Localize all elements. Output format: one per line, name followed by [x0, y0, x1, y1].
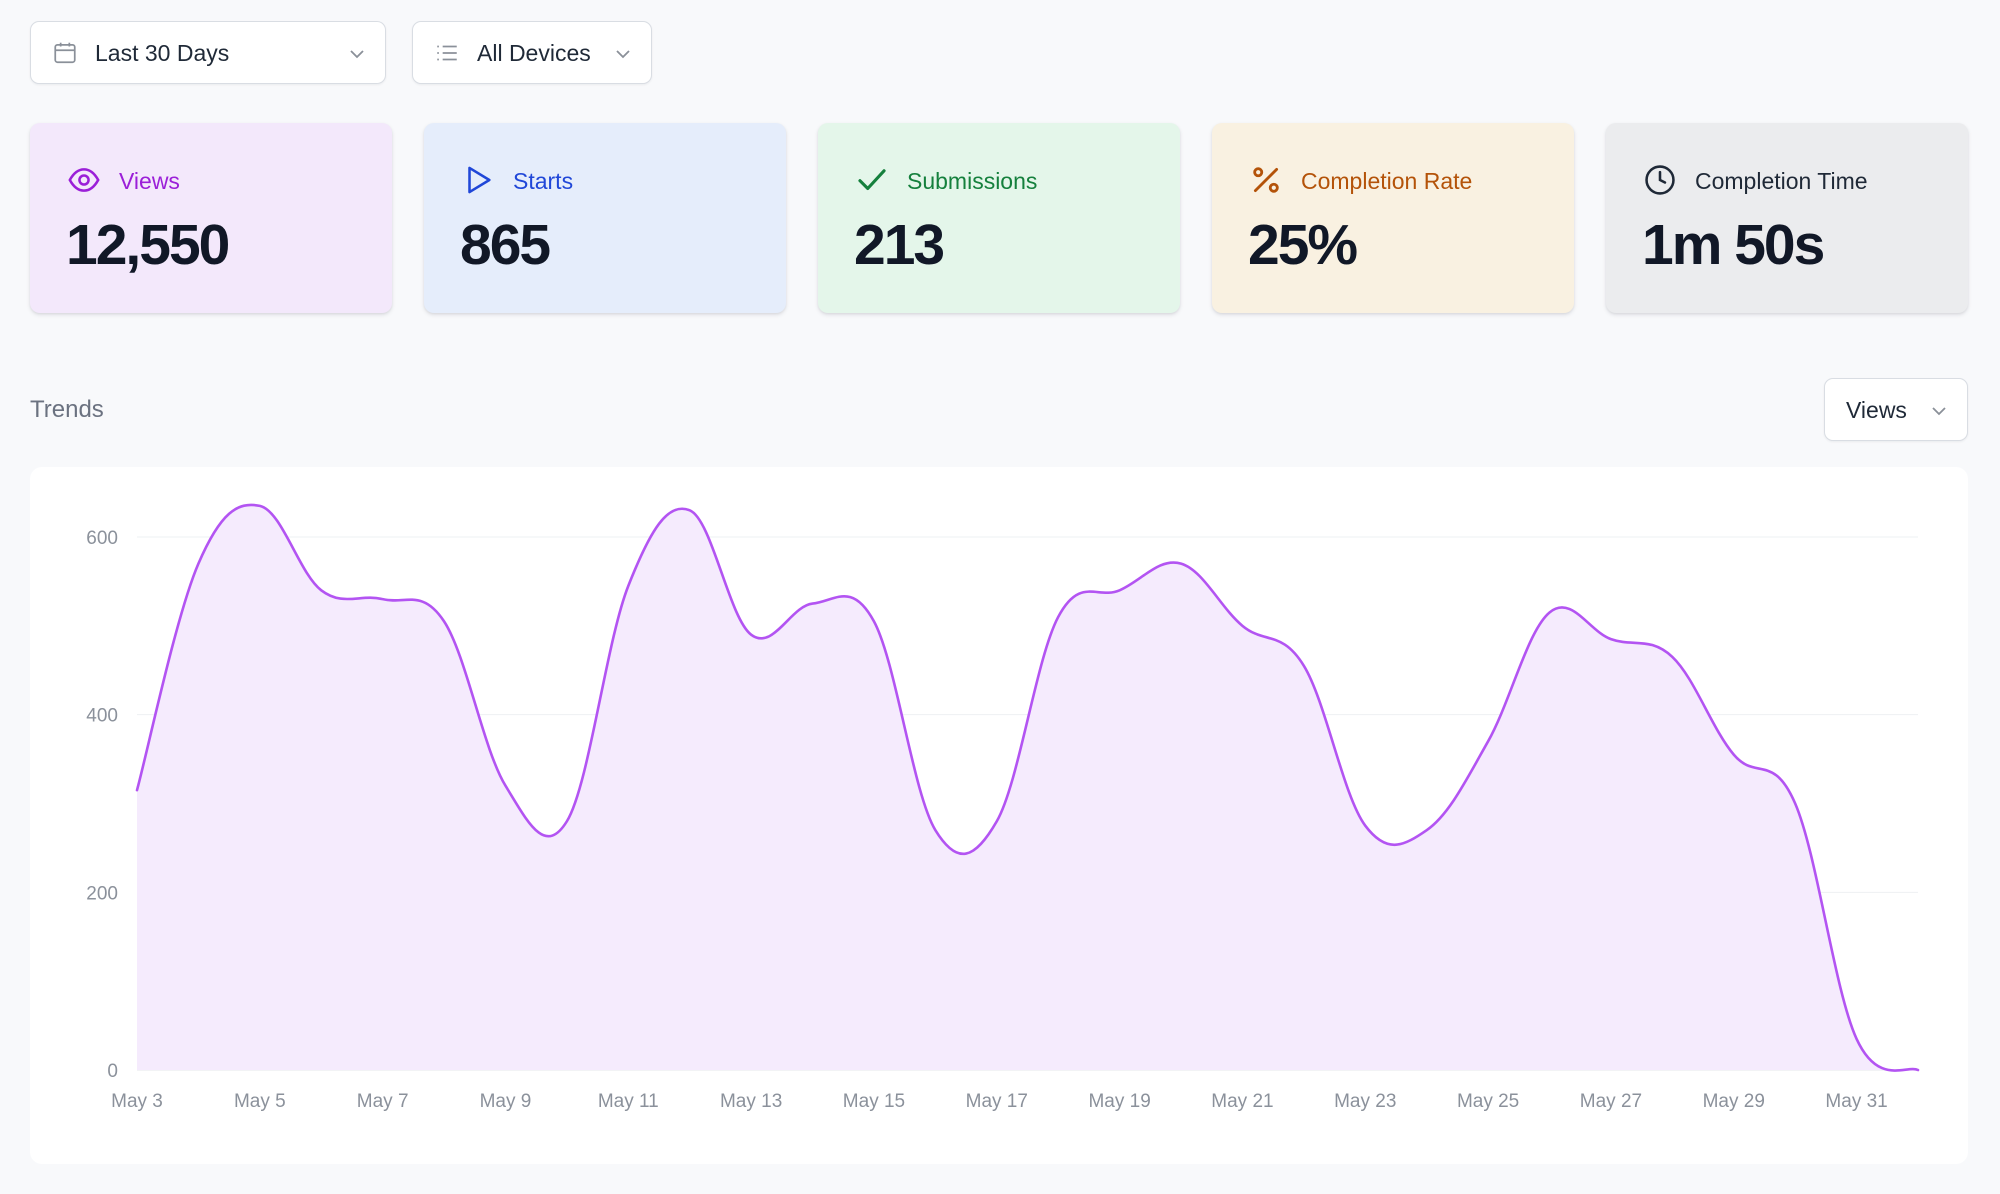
x-tick-label: May 25	[1457, 1091, 1519, 1112]
y-tick-label: 200	[86, 883, 118, 904]
y-tick-label: 0	[107, 1061, 118, 1082]
y-tick-label: 400	[86, 706, 118, 727]
list-icon	[437, 45, 457, 61]
trends-chart: 0 200 400 600 May 3 May 5 May 7 May 9 May 11 May …	[86, 503, 1920, 1112]
x-tick-label: May 15	[843, 1091, 905, 1112]
chevron-down-icon	[350, 50, 364, 59]
calendar-icon	[54, 42, 76, 64]
x-tick-label: May 31	[1825, 1091, 1887, 1112]
clock-icon	[1645, 165, 1675, 195]
submissions-label: Submissions	[907, 168, 1038, 194]
devices-dropdown[interactable]: All Devices	[412, 21, 652, 84]
date-range-label: Last 30 Days	[95, 40, 230, 66]
x-tick-label: May 21	[1211, 1091, 1273, 1112]
x-tick-label: May 13	[720, 1091, 782, 1112]
completion-time-value: 1m 50s	[1642, 213, 1825, 277]
percent-icon	[1253, 167, 1279, 193]
x-tick-label: May 5	[234, 1091, 286, 1112]
views-series-line	[135, 503, 1920, 1072]
play-icon	[468, 166, 491, 194]
starts-card[interactable]: Starts 865	[424, 123, 786, 313]
completion-time-card[interactable]: Completion Time 1m 50s	[1606, 123, 1968, 313]
devices-label: All Devices	[477, 40, 591, 66]
date-range-dropdown[interactable]: Last 30 Days	[30, 21, 386, 84]
x-tick-label: May 17	[966, 1091, 1028, 1112]
eye-icon	[68, 168, 100, 192]
x-tick-label: May 19	[1088, 1091, 1150, 1112]
views-area-fill	[137, 504, 1918, 1071]
x-tick-label: May 29	[1703, 1091, 1765, 1112]
metric-select-label: Views	[1846, 397, 1907, 423]
submissions-card[interactable]: Submissions 213	[818, 123, 1180, 313]
completion-rate-label: Completion Rate	[1301, 168, 1473, 194]
views-value: 12,550	[66, 213, 230, 277]
completion-rate-card[interactable]: Completion Rate 25%	[1212, 123, 1574, 313]
x-tick-label: May 27	[1580, 1091, 1642, 1112]
x-tick-label: May 9	[480, 1091, 532, 1112]
chevron-down-icon	[1932, 407, 1946, 416]
trends-title: Trends	[30, 396, 104, 423]
x-tick-label: May 23	[1334, 1091, 1396, 1112]
x-tick-label: May 11	[598, 1091, 659, 1112]
views-card[interactable]: Views 12,550	[30, 123, 392, 313]
trends-chart-panel: 0 200 400 600 May 3 May 5 May 7 May 9 May 11 May …	[30, 467, 1968, 1164]
x-tick-label: May 3	[111, 1091, 163, 1112]
views-label: Views	[119, 168, 180, 194]
starts-value: 865	[460, 213, 551, 277]
submissions-value: 213	[854, 213, 945, 277]
chevron-down-icon	[616, 50, 630, 59]
metric-select-dropdown[interactable]: Views	[1824, 378, 1968, 441]
x-tick-label: May 7	[357, 1091, 409, 1112]
completion-time-label: Completion Time	[1695, 168, 1868, 194]
y-tick-label: 600	[86, 528, 118, 549]
check-icon	[858, 169, 886, 191]
completion-rate-value: 25%	[1248, 213, 1358, 277]
starts-label: Starts	[513, 168, 574, 194]
